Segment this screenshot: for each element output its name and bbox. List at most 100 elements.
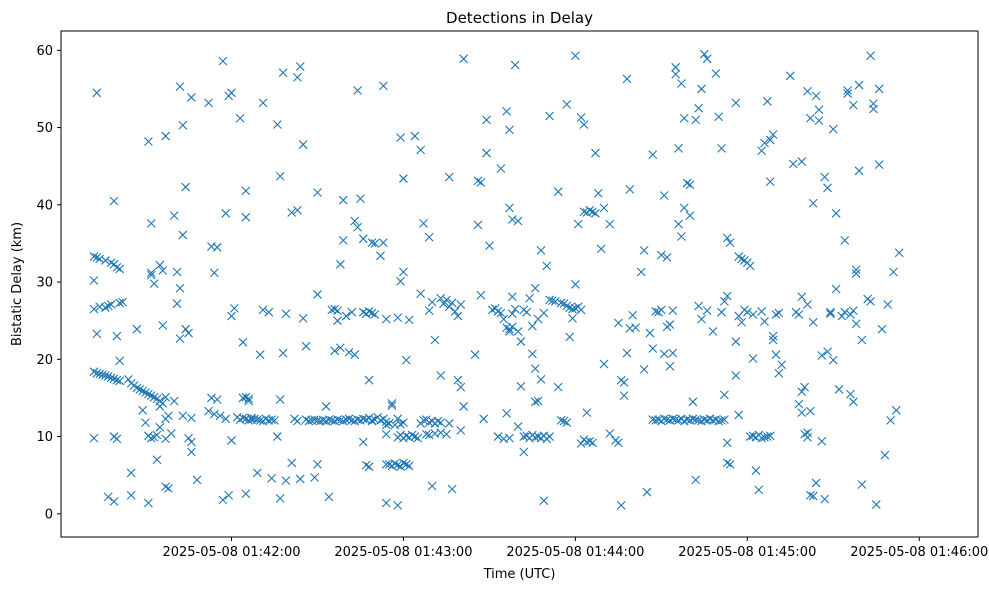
y-axis: 0 10 20 30 40 50 60 xyxy=(36,44,61,522)
data-point xyxy=(762,432,772,441)
data-point xyxy=(622,348,632,358)
data-point xyxy=(831,208,841,218)
data-point xyxy=(381,498,391,508)
data-point xyxy=(668,348,678,358)
data-point xyxy=(869,99,878,109)
data-point xyxy=(699,49,709,59)
data-point xyxy=(447,484,457,494)
data-point xyxy=(505,125,514,135)
data-point xyxy=(161,482,170,492)
data-point xyxy=(186,413,196,423)
data-point xyxy=(381,459,391,469)
y-tick-label: 30 xyxy=(36,276,53,291)
y-tick-label: 0 xyxy=(45,507,53,522)
data-point xyxy=(103,492,113,502)
data-point xyxy=(545,111,554,121)
y-tick-label: 60 xyxy=(36,44,53,59)
data-point xyxy=(591,208,600,218)
data-point xyxy=(436,293,446,303)
data-point xyxy=(599,203,609,213)
data-point xyxy=(516,337,526,346)
data-point xyxy=(442,295,451,305)
data-point xyxy=(155,422,165,432)
data-point xyxy=(496,164,506,173)
data-point xyxy=(353,86,362,95)
data-point xyxy=(444,419,454,428)
data-point xyxy=(854,166,864,176)
data-point xyxy=(820,494,830,504)
data-point xyxy=(436,428,446,438)
data-point xyxy=(456,300,466,309)
data-point xyxy=(161,131,170,141)
data-point xyxy=(668,306,678,316)
data-point xyxy=(576,439,586,448)
data-point xyxy=(668,414,678,424)
data-point xyxy=(550,296,560,306)
data-point xyxy=(361,460,371,470)
data-point xyxy=(184,328,193,338)
data-point xyxy=(671,62,681,72)
data-point xyxy=(341,311,351,321)
data-point xyxy=(717,144,726,153)
data-point xyxy=(722,438,732,448)
data-point xyxy=(101,303,110,312)
data-point xyxy=(476,178,486,187)
data-point xyxy=(605,219,615,229)
data-point xyxy=(252,468,262,478)
data-point xyxy=(665,320,675,329)
data-point xyxy=(444,302,454,312)
data-point xyxy=(207,393,216,403)
data-point xyxy=(169,211,179,221)
data-point xyxy=(760,317,769,326)
data-point xyxy=(570,279,580,289)
data-point xyxy=(399,174,408,183)
data-point xyxy=(244,396,254,406)
data-point xyxy=(871,500,881,509)
data-point xyxy=(164,411,173,421)
data-point xyxy=(768,130,778,139)
data-point xyxy=(874,84,884,94)
data-point xyxy=(227,88,236,98)
x-axis-label: Time (UTC) xyxy=(483,567,556,582)
data-point xyxy=(95,254,105,264)
data-point xyxy=(393,414,403,424)
data-point xyxy=(745,261,755,271)
data-point xyxy=(714,416,724,426)
data-point xyxy=(820,172,830,182)
data-point xyxy=(848,100,858,110)
data-point xyxy=(685,211,695,221)
data-point xyxy=(304,416,314,426)
x-tick-label: 2025-05-08 01:46:00 xyxy=(850,545,988,560)
data-point xyxy=(419,218,428,228)
data-point xyxy=(393,500,403,510)
data-point xyxy=(221,208,231,218)
data-point xyxy=(241,489,251,499)
data-point xyxy=(175,82,185,92)
data-point xyxy=(656,305,666,315)
data-point xyxy=(376,415,385,425)
data-point xyxy=(507,215,517,224)
data-point xyxy=(803,432,812,442)
data-point xyxy=(278,68,288,78)
data-point xyxy=(562,100,572,109)
data-point xyxy=(814,116,824,126)
data-point xyxy=(459,54,469,64)
data-point xyxy=(152,430,162,440)
data-point xyxy=(146,391,156,401)
data-point xyxy=(459,402,469,411)
data-point xyxy=(717,415,726,425)
data-point xyxy=(295,474,305,484)
data-point xyxy=(313,290,322,299)
data-point xyxy=(530,364,540,373)
data-point xyxy=(470,350,480,360)
data-point xyxy=(619,391,629,401)
data-point xyxy=(109,497,119,506)
data-point xyxy=(141,418,150,428)
data-point xyxy=(828,124,838,134)
data-point xyxy=(112,375,122,385)
data-point xyxy=(106,373,116,383)
data-point xyxy=(444,172,454,182)
data-point xyxy=(278,348,288,358)
data-point xyxy=(894,248,904,258)
